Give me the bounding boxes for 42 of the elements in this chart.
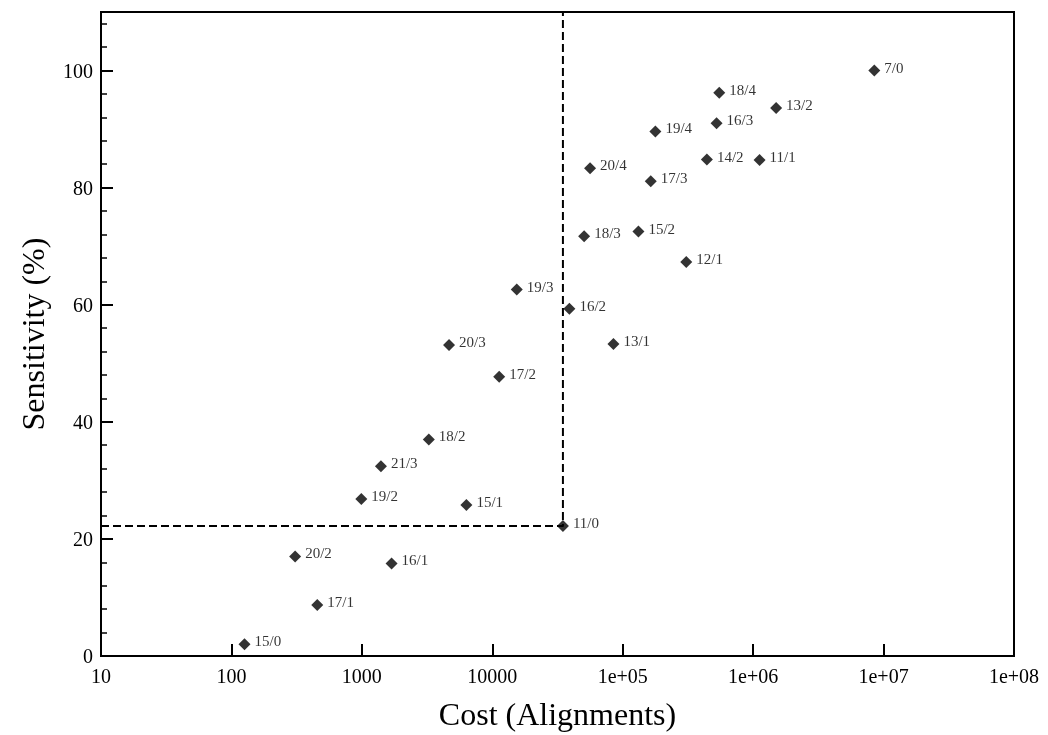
y-tick-label: 0 xyxy=(83,645,93,667)
annotation: 15/0 xyxy=(254,633,282,650)
annotation: 7/0 xyxy=(884,59,904,76)
annotation: 17/1 xyxy=(327,594,354,611)
y-tick-label: 100 xyxy=(63,59,93,82)
x-tick-label: 1e+08 xyxy=(988,665,1040,687)
annotation: 11/1 xyxy=(769,149,796,166)
annotation: 16/3 xyxy=(726,112,754,129)
annotation: 18/2 xyxy=(438,428,466,445)
annotation: 20/2 xyxy=(305,545,332,562)
annotation: 13/2 xyxy=(786,97,813,114)
y-tick-label: 80 xyxy=(73,176,93,199)
annotation: 19/2 xyxy=(371,488,398,505)
annotation: 17/2 xyxy=(509,365,536,382)
x-tick-label: 1e+07 xyxy=(858,665,909,687)
annotation: 17/3 xyxy=(660,170,688,187)
annotation: 20/4 xyxy=(600,157,628,174)
annotation: 20/3 xyxy=(459,334,486,351)
annotation: 11/0 xyxy=(572,515,600,532)
annotation: 15/1 xyxy=(476,493,504,510)
annotation: 16/1 xyxy=(401,552,429,569)
annotation: 16/2 xyxy=(579,297,607,314)
annotation: 19/4 xyxy=(665,120,693,137)
x-tick-label: 100 xyxy=(216,665,247,687)
y-tick-label: 20 xyxy=(73,527,93,550)
y-tick-label: 60 xyxy=(73,293,93,316)
x-axis-title: Cost (Alignments) xyxy=(438,696,677,732)
x-tick-label: 1e+06 xyxy=(728,665,779,687)
annotation: 18/3 xyxy=(594,225,621,242)
annotation: 18/4 xyxy=(729,81,757,98)
x-tick-label: 1e+05 xyxy=(597,665,648,687)
annotation: 19/3 xyxy=(526,278,554,295)
annotation: 14/2 xyxy=(716,148,744,165)
y-tick-label: 40 xyxy=(73,410,93,433)
annotation: 12/1 xyxy=(696,250,723,267)
x-tick-label: 10 xyxy=(91,665,111,687)
annotation: 13/1 xyxy=(623,332,651,349)
annotation: 15/2 xyxy=(648,220,676,237)
y-axis-title: Sensitivity (%) xyxy=(15,237,51,431)
annotation: 21/3 xyxy=(390,455,418,472)
x-tick-label: 1000 xyxy=(341,665,382,687)
x-tick-label: 10000 xyxy=(467,665,518,687)
